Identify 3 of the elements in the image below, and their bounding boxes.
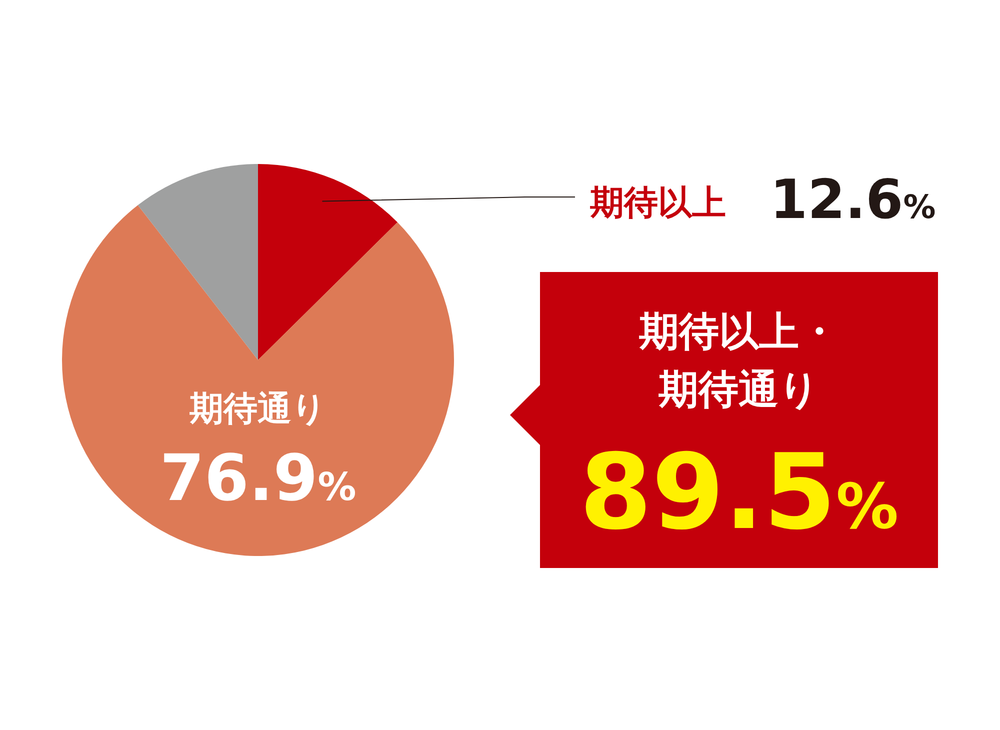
callout: 期待以上・ 期待通り 89.5% [510,272,938,568]
data-label: 12.6% [770,168,936,231]
slice-label: 期待以上 [589,183,726,223]
